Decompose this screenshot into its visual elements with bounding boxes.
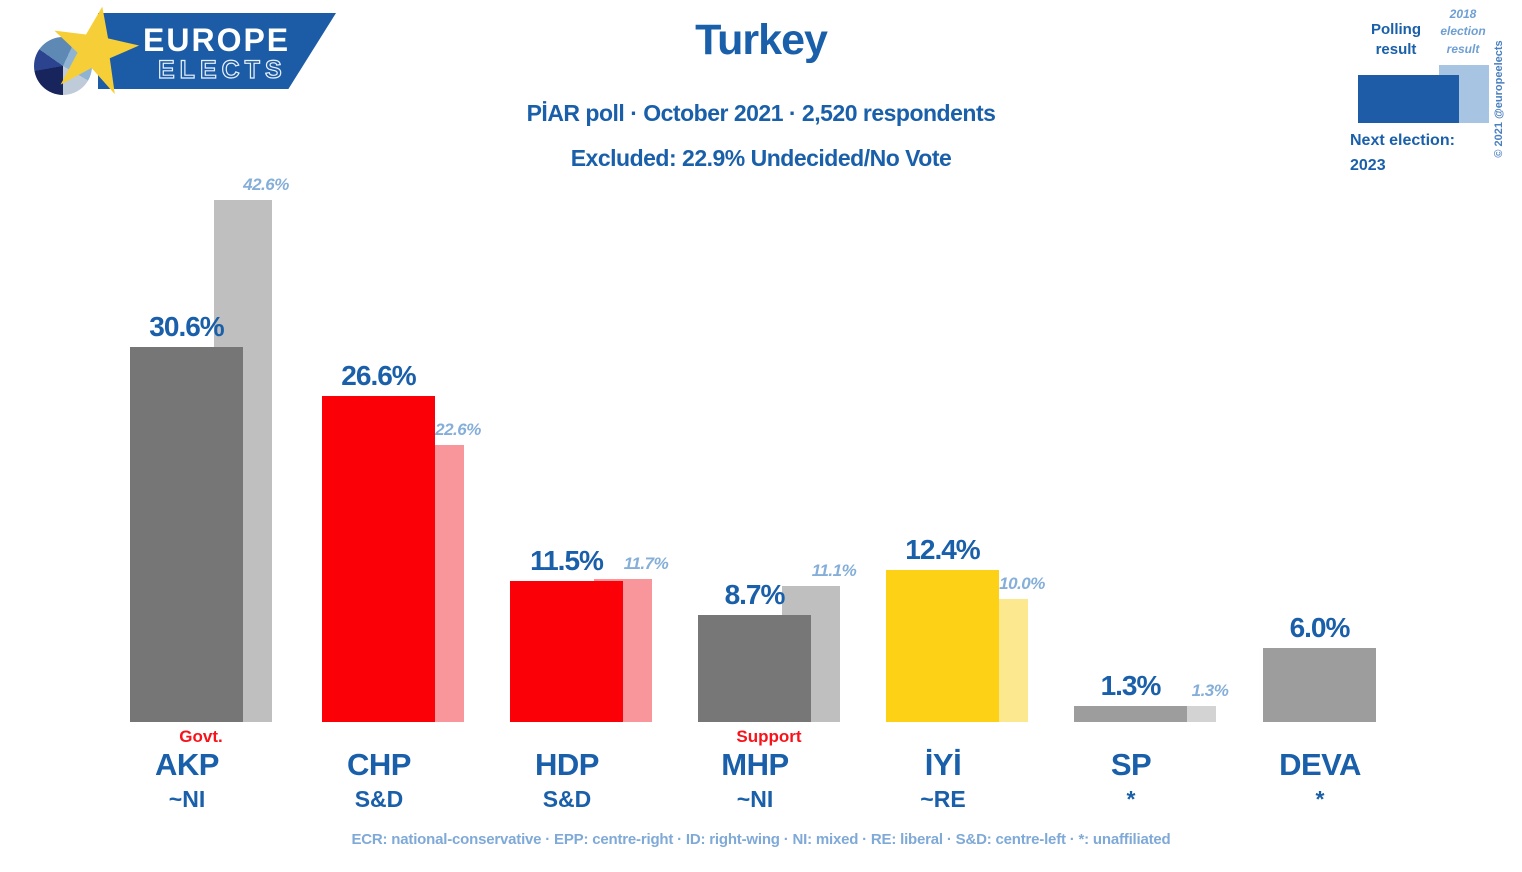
polling-value-label: 26.6% [341,360,416,391]
polling-bar [886,570,999,722]
poll-subtitle: PİAR poll · October 2021 · 2,520 respond… [526,100,996,126]
party-eu-group: ~NI [736,786,774,812]
polling-bar [510,581,623,722]
party-eu-group: S&D [542,786,592,812]
party-group-mhp: 8.7% 11.1% Support MHP ~NI [698,0,857,812]
polling-value-label: 6.0% [1289,612,1351,643]
polling-bar [322,396,435,722]
polling-value-label: 8.7% [724,579,786,610]
excluded-note: Excluded: 22.9% Undecided/No Vote [570,145,952,171]
election-value-label: 42.6% [243,175,289,194]
polling-value-label: 12.4% [905,534,980,565]
election-value-label: 11.1% [811,561,857,580]
legend-polling-label: Polling result [1371,21,1421,58]
election-value-label: 22.6% [435,420,481,439]
page-title: Turkey [695,16,828,64]
party-name: HDP [535,747,599,782]
polling-value-label: 1.3% [1100,670,1162,701]
party-name: DEVA [1279,747,1361,782]
party-group-chp: 26.6% 22.6% CHP S&D [322,0,481,812]
next-election-year: 2023 [1350,157,1386,174]
logo-text-europe: EUROPE [143,22,291,58]
party-name: MHP [721,747,789,782]
party-name: AKP [155,747,219,782]
copyright-credit: © 2021 @europeelects [1493,40,1505,158]
group-key-footer: ECR: national-conservative · EPP: centre… [351,831,1171,848]
party-eu-group: * [1126,786,1136,812]
legend-election-label: 2018 election result [1440,7,1486,56]
election-value-label: 11.7% [623,554,669,573]
party-eu-group: S&D [354,786,404,812]
party-group-hdp: 11.5% 11.7% HDP S&D [510,0,669,812]
polling-value-label: 30.6% [149,311,224,342]
party-group-iyi: 12.4% 10.0% İYİ ~RE [886,0,1045,812]
party-eu-group: * [1315,786,1325,812]
party-group-deva: 6.0% DEVA * [1263,0,1405,812]
polling-bar [130,347,243,722]
party-eu-group: ~NI [168,786,206,812]
legend-polling-bar [1358,75,1459,123]
next-election-label: Next election: [1350,132,1455,149]
polling-bar [698,615,811,722]
polling-bar [1263,648,1376,722]
polling-bar [1074,706,1187,722]
logo-text-elects: ELECTS [157,55,287,84]
party-group-sp: 1.3% 1.3% SP * [1074,0,1229,812]
party-name: İYİ [924,747,962,782]
party-annotation: Govt. [179,727,223,746]
polling-value-label: 11.5% [530,545,604,576]
party-name: SP [1110,747,1152,782]
election-value-label: 10.0% [999,574,1045,593]
party-eu-group: ~RE [920,786,966,812]
election-value-label: 1.3% [1191,681,1229,700]
party-name: CHP [347,747,411,782]
party-group-akp: 30.6% 42.6% Govt. AKP ~NI [130,0,289,812]
party-annotation: Support [736,727,802,746]
